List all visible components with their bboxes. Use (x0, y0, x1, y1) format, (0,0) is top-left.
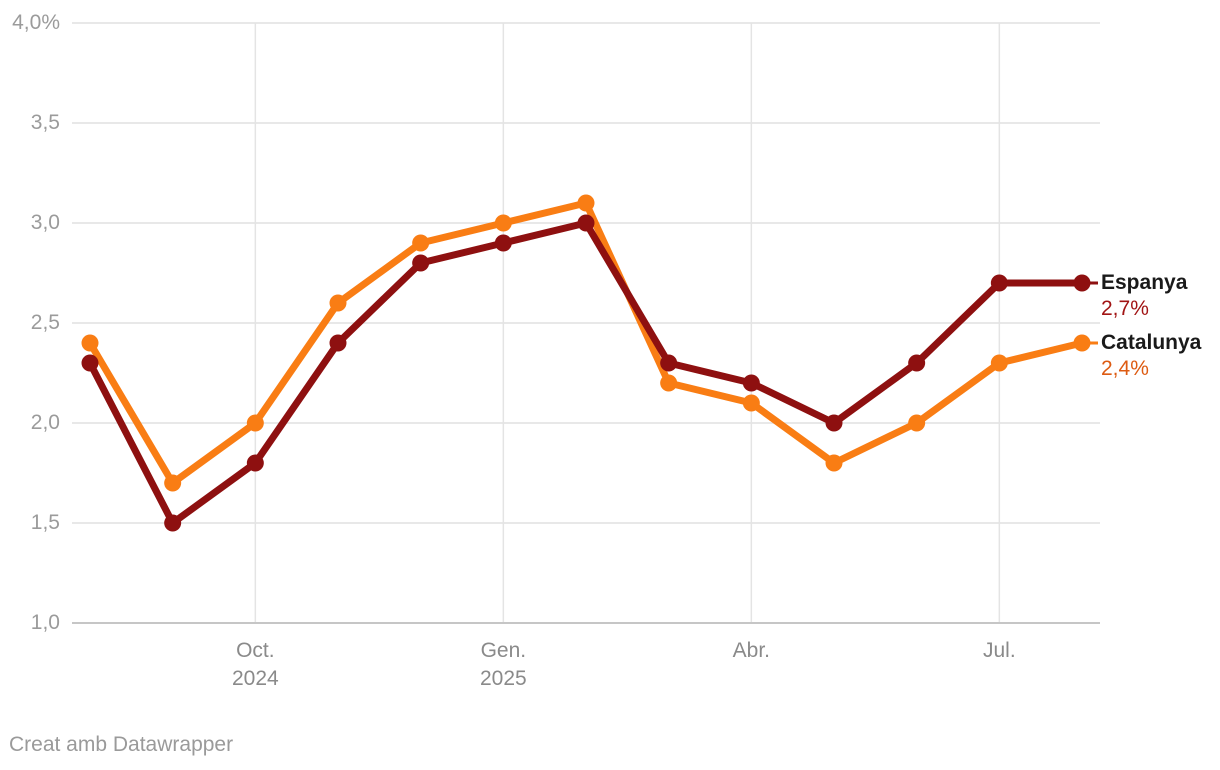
series-value-espanya: 2,7% (1101, 297, 1149, 320)
x-tick-month: Jul. (982, 639, 1016, 662)
y-axis-tick-label: 1,5 (30, 511, 60, 534)
data-point-espanya[interactable] (329, 334, 347, 352)
series-name-espanya: Espanya (1101, 271, 1188, 294)
x-tick-year: 2025 (479, 667, 527, 690)
datawrapper-credit-link[interactable]: Creat amb Datawrapper (9, 733, 234, 756)
series-value-catalunya: 2,4% (1101, 357, 1149, 380)
data-point-espanya[interactable] (246, 454, 264, 472)
data-point-catalunya[interactable] (412, 234, 430, 252)
data-point-catalunya[interactable] (81, 334, 99, 352)
data-point-catalunya[interactable] (660, 374, 678, 392)
y-axis-tick-label: 1,0 (30, 611, 60, 634)
x-axis-tick-label: Abr. (671, 637, 831, 665)
x-axis-tick-label: Oct. 2024 (175, 637, 335, 693)
series-label-espanya: Espanya 2,7% (1101, 270, 1187, 322)
x-tick-year: 2024 (231, 667, 279, 690)
data-point-espanya[interactable] (742, 374, 760, 392)
data-point-catalunya[interactable] (825, 454, 843, 472)
data-point-espanya[interactable] (577, 214, 595, 232)
x-axis-tick-label: Gen. 2025 (423, 637, 583, 693)
y-axis-tick-label: 3,0 (30, 211, 60, 234)
data-point-espanya[interactable] (494, 234, 512, 252)
data-point-espanya[interactable] (164, 514, 182, 532)
data-point-espanya[interactable] (412, 254, 430, 272)
y-axis-tick-label: 2,0 (30, 411, 60, 434)
x-tick-month: Abr. (732, 639, 770, 662)
data-point-catalunya[interactable] (246, 414, 264, 432)
data-point-catalunya[interactable] (329, 294, 347, 312)
data-point-catalunya[interactable] (1073, 334, 1091, 352)
data-point-espanya[interactable] (908, 354, 926, 372)
data-point-catalunya[interactable] (494, 214, 512, 232)
data-point-espanya[interactable] (81, 354, 99, 372)
series-line-espanya[interactable] (86, 219, 1086, 527)
data-point-catalunya[interactable] (990, 354, 1008, 372)
data-point-espanya[interactable] (660, 354, 678, 372)
x-tick-month: Gen. (480, 639, 527, 662)
data-point-catalunya[interactable] (742, 394, 760, 412)
data-point-espanya[interactable] (1073, 274, 1091, 292)
data-point-catalunya[interactable] (908, 414, 926, 432)
data-point-catalunya[interactable] (577, 194, 595, 212)
y-axis-tick-label: 2,5 (30, 311, 60, 334)
y-axis-tick-label: 4,0% (12, 11, 60, 34)
series-name-catalunya: Catalunya (1101, 331, 1202, 354)
line-chart-canvas (72, 22, 1100, 624)
data-point-espanya[interactable] (825, 414, 843, 432)
y-axis-tick-label: 3,5 (30, 111, 60, 134)
data-point-catalunya[interactable] (164, 474, 182, 492)
series-label-catalunya: Catalunya 2,4% (1101, 330, 1201, 382)
x-tick-month: Oct. (236, 639, 275, 662)
data-point-espanya[interactable] (990, 274, 1008, 292)
x-axis-tick-label: Jul. (919, 637, 1079, 665)
